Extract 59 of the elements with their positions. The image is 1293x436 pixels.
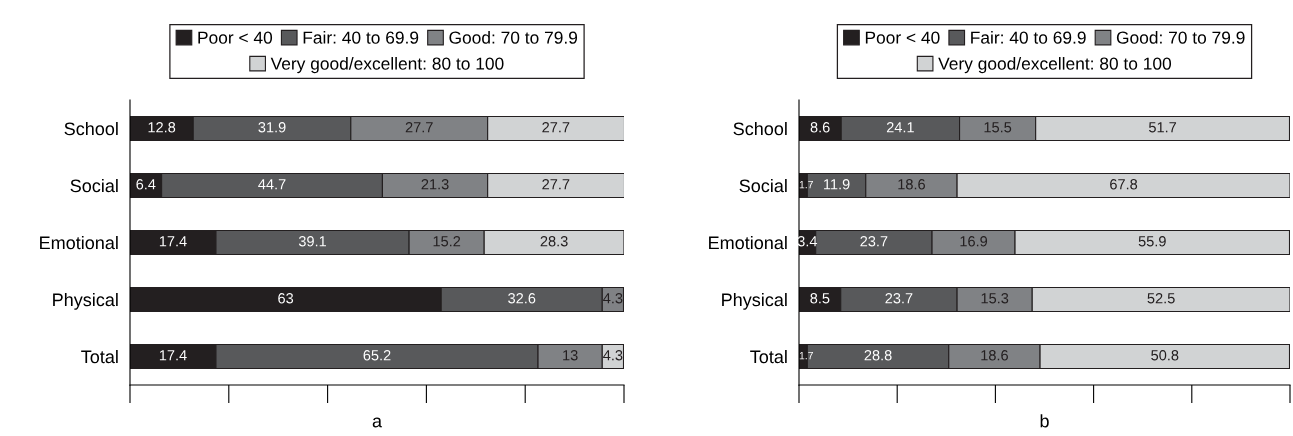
data-label: 4.3 [603, 350, 623, 361]
y-tick-label: Physical [722, 292, 787, 310]
y-tick-label: Physical [53, 292, 118, 310]
legend-label: Poor < 40 [198, 31, 273, 44]
legend-label: Fair: 40 to 69.9 [971, 31, 1086, 44]
data-label: 23.7 [885, 293, 913, 304]
data-label: 67.8 [1110, 179, 1138, 190]
data-label: 28.3 [540, 236, 568, 247]
data-label: 15.2 [433, 236, 461, 247]
data-label: 51.7 [1148, 122, 1177, 133]
data-label: 31.9 [258, 122, 286, 133]
data-label: 32.6 [508, 293, 536, 304]
data-label: 17.4 [159, 350, 187, 361]
x-axis-title: b [1040, 414, 1049, 428]
data-label: 27.7 [405, 122, 433, 133]
data-label: 12.8 [148, 122, 176, 133]
data-label: 3.4 [797, 236, 818, 247]
data-label: 4.3 [603, 293, 623, 304]
data-label: 28.8 [864, 350, 892, 361]
y-tick-label: Total [81, 349, 118, 364]
data-label: 18.6 [898, 179, 925, 190]
data-label: 16.9 [960, 236, 988, 247]
legend-label: Very good/excellent: 80 to 100 [270, 57, 504, 74]
y-tick-label: Social [70, 178, 118, 193]
legend-label: Poor < 40 [865, 31, 940, 44]
data-label: 8.6 [810, 122, 830, 133]
data-label: 24.1 [886, 122, 914, 133]
data-label: 13 [563, 350, 578, 361]
data-label: 1.7 [799, 181, 813, 189]
data-label: 6.4 [136, 179, 156, 190]
data-label: 44.7 [258, 179, 286, 190]
legend-label: Good: 70 to 79.9 [1116, 31, 1245, 44]
data-label: 18.6 [981, 350, 1008, 361]
y-tick-label: School [64, 121, 118, 136]
data-label: 39.1 [298, 236, 327, 247]
data-label: 65.2 [363, 350, 391, 361]
legend-label: Fair: 40 to 69.9 [303, 31, 419, 44]
y-tick-label: Total [750, 349, 787, 364]
data-label: 27.7 [542, 179, 570, 190]
x-axis-title: a [372, 417, 383, 428]
data-label: 52.5 [1147, 293, 1175, 304]
data-label: 17.4 [159, 236, 187, 247]
data-label: 63 [278, 293, 294, 304]
y-tick-label: Emotional [709, 235, 787, 250]
data-label: 21.3 [421, 179, 449, 190]
data-label: 8.5 [810, 293, 830, 304]
data-label: 50.8 [1151, 350, 1179, 361]
data-label: 55.9 [1138, 236, 1166, 247]
data-label: 27.7 [542, 122, 570, 133]
y-tick-label: Social [739, 178, 787, 193]
y-tick-label: Emotional [40, 235, 118, 250]
legend-label: Good: 70 to 79.9 [449, 31, 578, 44]
data-label: 15.3 [981, 293, 1009, 304]
data-label: 11.9 [824, 179, 850, 190]
data-label: 15.5 [984, 122, 1012, 133]
legend-label: Very good/excellent: 80 to 100 [938, 57, 1172, 74]
data-label: 23.7 [860, 236, 888, 247]
data-label: 1.7 [799, 352, 813, 360]
y-tick-label: School [733, 121, 787, 136]
